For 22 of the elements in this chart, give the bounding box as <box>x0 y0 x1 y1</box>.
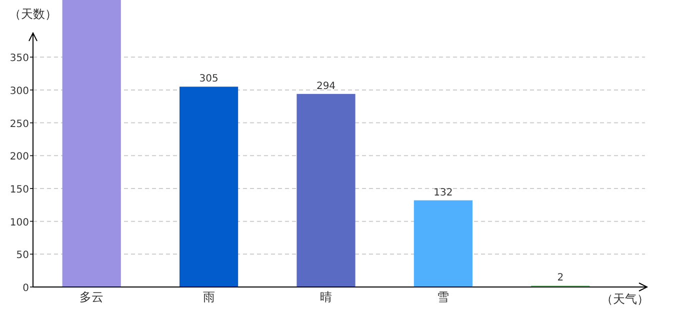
x-axis-title: （天气） <box>601 292 649 306</box>
x-tick-label: 雪 <box>437 290 450 304</box>
y-tick-label: 300 <box>10 86 29 97</box>
data-label: 132 <box>434 187 453 198</box>
y-tick-label: 100 <box>10 217 29 228</box>
y-axis-title: （天数） <box>9 7 57 21</box>
y-tick-label: 250 <box>10 118 29 130</box>
data-label: 305 <box>199 74 218 85</box>
bar <box>180 86 238 287</box>
y-tick-label: 350 <box>10 53 29 64</box>
bar <box>414 200 472 287</box>
data-label: 2 <box>557 272 564 284</box>
x-tick-label: 晴 <box>320 290 332 304</box>
y-tick-label: 0 <box>22 283 29 294</box>
y-tick-label: 150 <box>10 184 29 196</box>
y-tick-label: 50 <box>16 250 29 262</box>
data-label: 294 <box>316 80 336 92</box>
bar <box>62 0 121 287</box>
x-tick-label: 雨 <box>202 290 215 304</box>
x-tick-label: 多云 <box>80 290 104 304</box>
bar <box>296 94 356 287</box>
y-tick-label: 200 <box>10 152 29 163</box>
